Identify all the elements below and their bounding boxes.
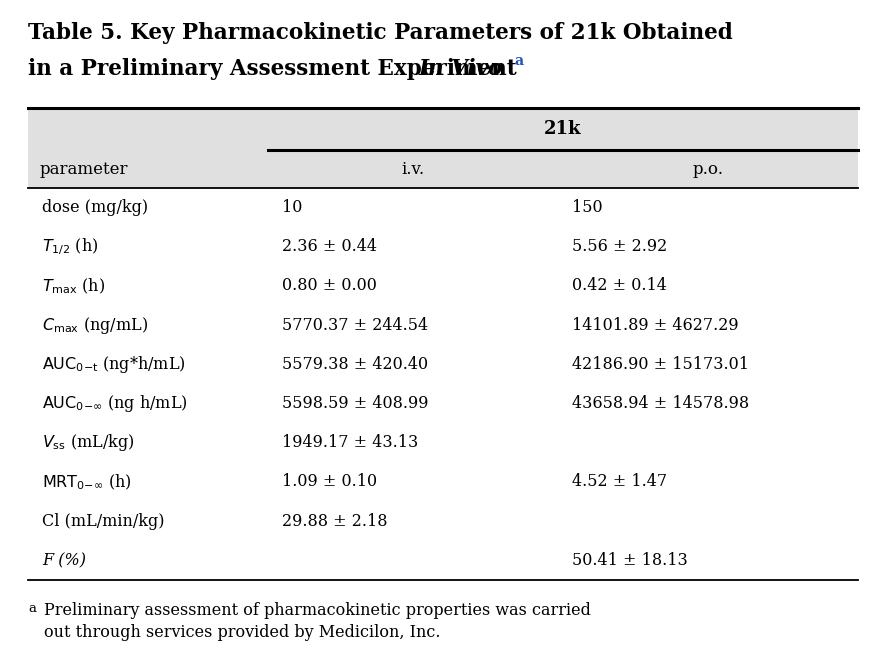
Text: Preliminary assessment of pharmacokinetic properties was carried: Preliminary assessment of pharmacokineti… [44, 602, 591, 619]
Text: p.o.: p.o. [692, 161, 724, 177]
Text: 5598.59 ± 408.99: 5598.59 ± 408.99 [282, 395, 428, 412]
Text: F (%): F (%) [42, 552, 86, 569]
Text: $\mathrm{AUC}_{0\mathrm{-t}}$ (ng*h/mL): $\mathrm{AUC}_{0\mathrm{-t}}$ (ng*h/mL) [42, 354, 186, 375]
Text: In Vivo: In Vivo [418, 58, 502, 80]
Text: 21k: 21k [544, 120, 582, 138]
Text: 4.52 ± 1.47: 4.52 ± 1.47 [572, 474, 667, 490]
Text: 29.88 ± 2.18: 29.88 ± 2.18 [282, 513, 387, 530]
Text: $V_{\mathrm{ss}}$ (mL/kg): $V_{\mathrm{ss}}$ (mL/kg) [42, 432, 134, 454]
Text: i.v.: i.v. [401, 161, 425, 177]
Text: Table 5. Key Pharmacokinetic Parameters of 21k Obtained: Table 5. Key Pharmacokinetic Parameters … [28, 22, 732, 44]
Text: 14101.89 ± 4627.29: 14101.89 ± 4627.29 [572, 317, 739, 334]
Text: a: a [28, 602, 36, 615]
Text: 10: 10 [282, 199, 303, 216]
Text: Cl (mL/min/kg): Cl (mL/min/kg) [42, 513, 165, 530]
Text: $C_{\mathrm{max}}$ (ng/mL): $C_{\mathrm{max}}$ (ng/mL) [42, 315, 148, 336]
Text: 150: 150 [572, 199, 603, 216]
Text: 0.42 ± 0.14: 0.42 ± 0.14 [572, 277, 667, 295]
Bar [28, 108, 858, 188]
Text: 5770.37 ± 244.54: 5770.37 ± 244.54 [282, 317, 428, 334]
Text: $\mathrm{AUC}_{0\mathrm{-\infty}}$ (ng h/mL): $\mathrm{AUC}_{0\mathrm{-\infty}}$ (ng h… [42, 393, 187, 414]
Text: 43658.94 ± 14578.98: 43658.94 ± 14578.98 [572, 395, 749, 412]
Text: a: a [514, 54, 523, 68]
Text: 0.80 ± 0.00: 0.80 ± 0.00 [282, 277, 377, 295]
Text: 5.56 ± 2.92: 5.56 ± 2.92 [572, 238, 667, 255]
Text: 2.36 ± 0.44: 2.36 ± 0.44 [282, 238, 377, 255]
Text: out through services provided by Medicilon, Inc.: out through services provided by Medicil… [44, 624, 440, 641]
Text: 5579.38 ± 420.40: 5579.38 ± 420.40 [282, 356, 428, 373]
Text: 50.41 ± 18.13: 50.41 ± 18.13 [572, 552, 688, 569]
Text: parameter: parameter [40, 161, 128, 177]
Text: 1.09 ± 0.10: 1.09 ± 0.10 [282, 474, 377, 490]
Text: in a Preliminary Assessment Experiment: in a Preliminary Assessment Experiment [28, 58, 524, 80]
Text: 1949.17 ± 43.13: 1949.17 ± 43.13 [282, 434, 419, 452]
Text: $T_{1/2}$ (h): $T_{1/2}$ (h) [42, 236, 99, 257]
Text: 42186.90 ± 15173.01: 42186.90 ± 15173.01 [572, 356, 749, 373]
Text: $T_{\mathrm{max}}$ (h): $T_{\mathrm{max}}$ (h) [42, 276, 106, 295]
Text: $\mathrm{MRT}_{0\mathrm{-\infty}}$ (h): $\mathrm{MRT}_{0\mathrm{-\infty}}$ (h) [42, 472, 132, 492]
Text: dose (mg/kg): dose (mg/kg) [42, 199, 148, 216]
